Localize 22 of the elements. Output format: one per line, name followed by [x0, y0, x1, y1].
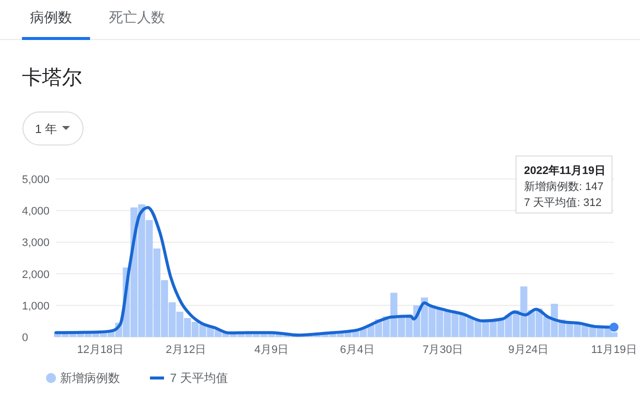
- annotation: 新增病例数: 147: [524, 180, 604, 193]
- x-tick-label: 9月24日: [508, 344, 549, 356]
- x-tick-label: 2月12日: [166, 344, 206, 356]
- x-tick-label: 12月18日: [77, 344, 124, 356]
- y-tick-label: 2,000: [22, 268, 50, 281]
- y-tick-label: 3,000: [22, 237, 50, 250]
- x-tick-label: 4月9日: [254, 344, 289, 356]
- chart-title: 卡塔尔: [22, 67, 82, 89]
- x-tick-label: 11月19日: [591, 344, 637, 356]
- x-tick-label: 7月30日: [422, 344, 463, 356]
- y-tick-label: 0: [22, 332, 28, 344]
- legend-label: 新增病例数: [60, 371, 120, 385]
- y-tick-label: 5,000: [22, 174, 50, 186]
- text: 病例数: [30, 9, 72, 25]
- legend-label: 7 天平均值: [170, 371, 228, 385]
- annotation: 7 天平均值: 312: [524, 197, 602, 209]
- y-tick-label: 4,000: [22, 206, 50, 218]
- text: 1 年: [35, 122, 58, 136]
- x-tick-label: 6月4日: [340, 344, 374, 356]
- text: 死亡人数: [109, 9, 165, 25]
- y-tick-label: 1,000: [22, 300, 50, 312]
- text: 2022年11月19日: [524, 164, 606, 177]
